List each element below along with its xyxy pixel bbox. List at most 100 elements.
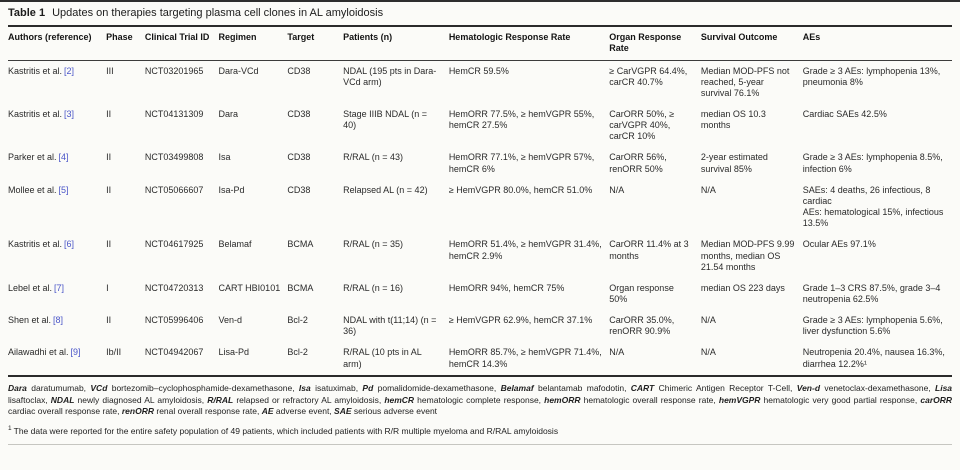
table-row: Kastritis et al. [3] II NCT04131309 Dara … [8,104,952,147]
top-divider [0,0,960,2]
author-text: Kastritis et al. [8,65,63,76]
author-text: Kastritis et al. [8,239,63,250]
cell-survival: Median MOD-PFS 9.99 months, median OS 21… [700,239,795,272]
reference-link[interactable]: [2] [64,65,75,76]
cell-organ: CarORR 35.0%, renORR 90.9% [609,315,675,337]
header-row: Authors (reference) Phase Clinical Trial… [8,25,952,61]
reference-link[interactable]: [9] [70,347,81,358]
cell-regimen: Ven-d [218,315,243,326]
abbreviation-term: Ven-d [796,382,821,393]
cell-survival: Median MOD-PFS not reached, 5-year survi… [700,65,790,98]
cell-hematologic: HemORR 51.4%, ≥ hemVGPR 31.4%, hemCR 2.9… [448,239,602,261]
cell-hematologic: HemORR 77.1%, ≥ hemVGPR 57%, hemCR 6% [448,152,595,174]
cell-regimen: Dara [218,108,239,119]
cell-trial-id: NCT04617925 [144,239,204,250]
cell-regimen: Belamaf [218,239,252,250]
cell-phase: Ib/II [106,342,145,377]
cell-patients: NDAL with t(11;14) (n = 36) [343,315,437,337]
cell-organ: N/A [609,184,625,195]
cell-phase: I [106,282,109,293]
cell-authors: Parker et al. [4] [8,147,106,179]
cell-aes: Grade 1–3 CRS 87.5%, grade 3–4 neutropen… [802,282,941,304]
cell-aes: Cardiac SAEs 42.5% [802,108,887,119]
cell-patients: Relapsed AL (n = 42) [343,184,428,195]
cell-patients: Stage IIIB NDAL (n = 40) [343,108,428,131]
abbreviation-term: R/RAL [207,394,234,405]
col-header-survival: Survival Outcome [700,25,803,61]
cell-authors: Lebel et al. [7] [8,278,106,310]
table-row: Ailawadhi et al. [9] Ib/II NCT04942067 Li… [8,342,952,377]
reference-link[interactable]: [3] [64,108,75,119]
cell-organ: ≥ CarVGPR 64.4%, carCR 40.7% [609,65,688,87]
reference-link[interactable]: [7] [54,282,65,293]
abbreviation-term: CART [630,382,655,393]
cell-aes: Neutropenia 20.4%, nausea 16.3%, diarrhe… [802,342,952,377]
abbreviation-term: AE [261,406,274,417]
cell-organ: CarORR 56%, renORR 50% [609,152,667,174]
cell-phase: II [106,239,112,250]
cell-organ: N/A [609,342,701,377]
col-header-aes: AEs [802,25,952,61]
cell-aes: SAEs: 4 deaths, 26 infectious, 8 cardiac… [802,184,944,229]
cell-target: BCMA [287,282,314,293]
abbreviation-term: VCd [90,382,108,393]
cell-survival: median OS 223 days [700,282,785,293]
cell-target: CD38 [287,184,311,195]
cell-organ: Organ response 50% [609,282,674,304]
cell-target: Bcl-2 [287,315,308,326]
col-header-target: Target [287,25,344,61]
reference-link[interactable]: [8] [53,315,64,326]
cell-aes: Grade ≥ 3 AEs: lymphopenia 8.5%, infecti… [802,152,943,174]
safety-note-text: The data were reported for the entire sa… [13,425,559,436]
author-text: Mollee et al. [8,184,57,195]
abbreviation-term: carORR [920,394,953,405]
author-text: Ailawadhi et al. [8,347,69,358]
table-row: Shen et al. [8] II NCT05996406 Ven-d Bcl-… [8,310,952,342]
cell-patients: R/RAL (10 pts in AL arm) [343,342,449,377]
cell-hematologic: HemORR 85.7%, ≥ hemVGPR 71.4%, hemCR 14.… [448,342,610,377]
table-title: Table 1 Updates on therapies targeting pl… [8,2,952,25]
safety-note: 1 The data were reported for the entire s… [8,425,952,438]
cell-hematologic: ≥ HemVGPR 80.0%, hemCR 51.0% [448,184,593,195]
col-header-patients: Patients (n) [343,25,449,61]
cell-target: CD38 [287,108,311,119]
cell-authors: Kastritis et al. [3] [8,104,106,147]
cell-target: CD38 [287,152,311,163]
cell-hematologic: HemORR 94%, hemCR 75% [448,282,565,293]
cell-survival: 2-year estimated survival 85% [700,152,768,174]
cell-aes: Grade ≥ 3 AEs: lymphopenia 5.6%, liver d… [802,315,943,337]
cell-authors: Ailawadhi et al. [9] [8,342,107,377]
cell-phase: II [106,108,112,119]
table-title-text: Updates on therapies targeting plasma ce… [52,7,384,19]
safety-note-marker: 1 [8,424,12,432]
cell-patients: R/RAL (n = 35) [343,239,404,250]
author-text: Kastritis et al. [8,108,63,119]
cell-regimen: CART HBI0101 [218,282,281,293]
abbreviation-term: Dara [8,382,27,393]
table-row: Kastritis et al. [2] III NCT03201965 Dara… [8,60,952,104]
cell-organ: CarORR 11.4% at 3 months [609,239,689,261]
abbreviation-term: Pd [362,382,374,393]
cell-survival: N/A [700,184,716,195]
cell-aes: Ocular AEs 97.1% [802,239,876,250]
cell-target: CD38 [287,65,311,76]
table-row: Kastritis et al. [6] II NCT04617925 Belam… [8,234,952,277]
cell-phase: II [106,315,112,326]
table-title-label: Table 1 [8,7,46,19]
col-header-regimen: Regimen [218,25,288,61]
abbreviation-term: hemORR [544,394,581,405]
reference-link[interactable]: [4] [58,152,69,163]
footnotes: Dara daratumumab, VCd bortezomib–cycloph… [8,377,952,447]
cell-hematologic: ≥ HemVGPR 62.9%, hemCR 37.1% [448,315,593,326]
table-body: Kastritis et al. [2] III NCT03201965 Dara… [8,60,952,377]
abbreviation-term: NDAL [50,394,75,405]
cell-survival: median OS 10.3 months [700,108,766,131]
abbreviation-term: Belamaf [500,382,534,393]
reference-link[interactable]: [5] [58,184,69,195]
cell-survival: N/A [700,342,803,377]
abbreviation-term: renORR [121,406,154,417]
cell-authors: Kastritis et al. [6] [8,234,106,277]
cell-trial-id: NCT05996406 [144,315,204,326]
reference-link[interactable]: [6] [64,239,75,250]
